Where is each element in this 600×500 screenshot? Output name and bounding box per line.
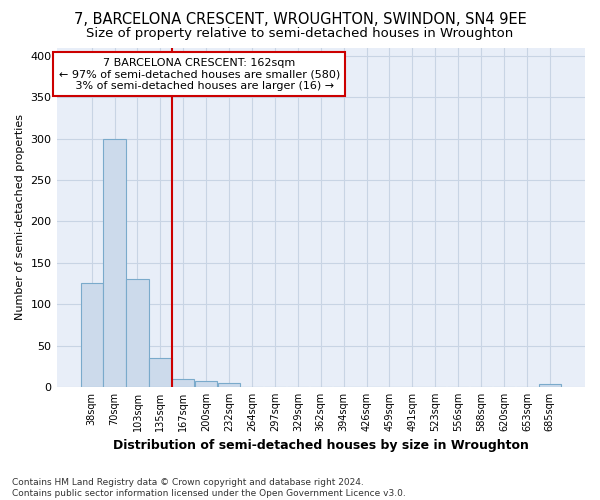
Bar bbox=[80, 284, 103, 387]
X-axis label: Distribution of semi-detached houses by size in Wroughton: Distribution of semi-detached houses by … bbox=[113, 440, 529, 452]
Bar bbox=[149, 358, 172, 387]
Text: 7 BARCELONA CRESCENT: 162sqm
← 97% of semi-detached houses are smaller (580)
   : 7 BARCELONA CRESCENT: 162sqm ← 97% of se… bbox=[59, 58, 340, 91]
Bar bbox=[539, 384, 561, 387]
Y-axis label: Number of semi-detached properties: Number of semi-detached properties bbox=[15, 114, 25, 320]
Text: Contains HM Land Registry data © Crown copyright and database right 2024.
Contai: Contains HM Land Registry data © Crown c… bbox=[12, 478, 406, 498]
Text: 7, BARCELONA CRESCENT, WROUGHTON, SWINDON, SN4 9EE: 7, BARCELONA CRESCENT, WROUGHTON, SWINDO… bbox=[74, 12, 526, 28]
Bar bbox=[195, 381, 217, 387]
Text: Size of property relative to semi-detached houses in Wroughton: Size of property relative to semi-detach… bbox=[86, 28, 514, 40]
Bar bbox=[103, 138, 125, 387]
Bar bbox=[218, 383, 240, 387]
Bar bbox=[172, 378, 194, 387]
Bar bbox=[127, 280, 149, 387]
